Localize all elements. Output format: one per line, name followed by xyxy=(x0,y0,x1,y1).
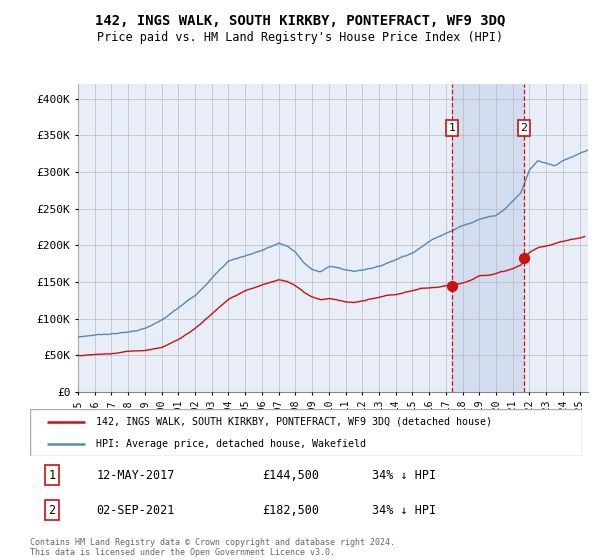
Text: 1: 1 xyxy=(448,123,455,133)
Text: 1: 1 xyxy=(49,469,56,482)
Text: 02-SEP-2021: 02-SEP-2021 xyxy=(96,503,175,517)
Text: 12-MAY-2017: 12-MAY-2017 xyxy=(96,469,175,482)
Text: 142, INGS WALK, SOUTH KIRKBY, PONTEFRACT, WF9 3DQ: 142, INGS WALK, SOUTH KIRKBY, PONTEFRACT… xyxy=(95,14,505,28)
Text: Price paid vs. HM Land Registry's House Price Index (HPI): Price paid vs. HM Land Registry's House … xyxy=(97,31,503,44)
Text: 2: 2 xyxy=(49,503,56,517)
Text: Contains HM Land Registry data © Crown copyright and database right 2024.
This d: Contains HM Land Registry data © Crown c… xyxy=(30,538,395,557)
Text: HPI: Average price, detached house, Wakefield: HPI: Average price, detached house, Wake… xyxy=(96,438,366,449)
Text: 2: 2 xyxy=(520,123,527,133)
FancyBboxPatch shape xyxy=(30,409,582,456)
Text: 34% ↓ HPI: 34% ↓ HPI xyxy=(372,469,436,482)
Text: £182,500: £182,500 xyxy=(262,503,319,517)
Text: £144,500: £144,500 xyxy=(262,469,319,482)
Bar xyxy=(452,84,524,392)
Point xyxy=(519,254,529,263)
Point xyxy=(447,282,457,291)
Text: 142, INGS WALK, SOUTH KIRKBY, PONTEFRACT, WF9 3DQ (detached house): 142, INGS WALK, SOUTH KIRKBY, PONTEFRACT… xyxy=(96,417,492,427)
Text: 34% ↓ HPI: 34% ↓ HPI xyxy=(372,503,436,517)
